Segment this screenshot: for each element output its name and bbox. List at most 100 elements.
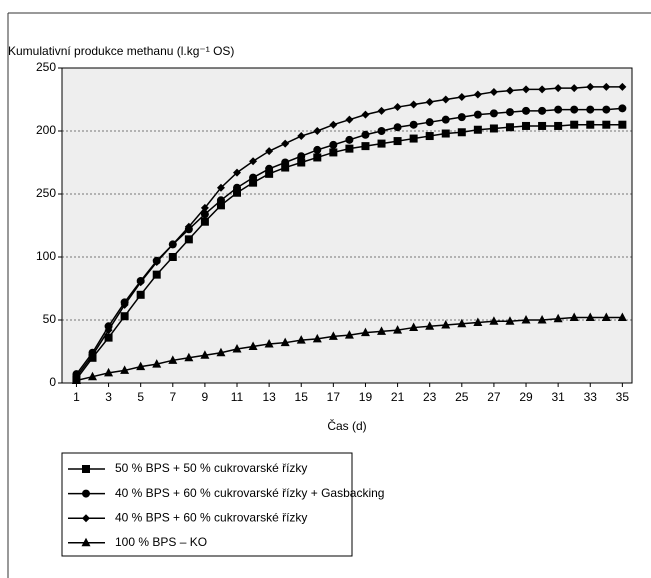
marker bbox=[538, 121, 547, 130]
x-tick-label: 11 bbox=[231, 390, 244, 404]
marker bbox=[152, 359, 162, 368]
marker bbox=[377, 127, 386, 135]
marker bbox=[489, 87, 498, 96]
x-tick-label: 9 bbox=[202, 390, 209, 404]
marker bbox=[104, 326, 113, 335]
marker bbox=[409, 120, 418, 129]
marker bbox=[377, 106, 386, 115]
marker bbox=[425, 321, 435, 330]
marker bbox=[249, 157, 258, 166]
marker bbox=[297, 132, 306, 141]
x-tick-label: 7 bbox=[169, 390, 176, 404]
x-tick-label: 19 bbox=[359, 390, 373, 404]
marker bbox=[233, 183, 242, 192]
marker bbox=[329, 148, 338, 157]
x-axis-label: Čas (d) bbox=[327, 418, 366, 433]
x-tick-label: 21 bbox=[391, 390, 405, 404]
marker bbox=[313, 127, 322, 135]
y-tick-label: 100 bbox=[36, 249, 56, 263]
x-tick-label: 17 bbox=[327, 390, 341, 404]
x-tick-label: 23 bbox=[423, 390, 437, 404]
marker bbox=[168, 355, 178, 364]
marker bbox=[409, 134, 418, 143]
marker bbox=[409, 100, 418, 109]
marker bbox=[104, 333, 113, 342]
marker bbox=[120, 312, 129, 321]
marker bbox=[618, 104, 627, 113]
marker bbox=[104, 367, 114, 377]
marker bbox=[345, 135, 354, 144]
marker bbox=[473, 317, 483, 327]
legend-marker bbox=[82, 489, 90, 498]
marker bbox=[570, 120, 579, 129]
marker bbox=[344, 330, 354, 339]
marker bbox=[538, 106, 547, 115]
marker bbox=[473, 125, 482, 134]
y-tick-label: 0 bbox=[49, 375, 56, 389]
marker bbox=[361, 142, 370, 151]
marker bbox=[393, 325, 403, 334]
marker bbox=[505, 316, 515, 325]
x-tick-label: 33 bbox=[584, 390, 598, 404]
marker bbox=[409, 322, 419, 332]
marker bbox=[441, 95, 450, 104]
marker bbox=[265, 147, 274, 156]
marker bbox=[505, 108, 514, 117]
marker bbox=[377, 326, 387, 335]
y-tick-label: 200 bbox=[36, 123, 56, 137]
legend-label: 40 % BPS + 60 % cukrovarské řízky bbox=[115, 510, 307, 524]
marker bbox=[345, 144, 354, 153]
marker bbox=[522, 121, 531, 130]
marker bbox=[570, 105, 579, 114]
x-tick-label: 5 bbox=[137, 390, 144, 404]
marker bbox=[184, 222, 193, 231]
legend-label: 40 % BPS + 60 % cukrovarské řízky + Gasb… bbox=[115, 486, 384, 500]
marker bbox=[345, 115, 354, 124]
marker bbox=[216, 347, 226, 357]
x-tick-label: 3 bbox=[105, 390, 112, 404]
marker bbox=[232, 343, 242, 353]
marker bbox=[361, 130, 370, 139]
marker bbox=[152, 258, 161, 267]
marker bbox=[457, 92, 466, 101]
marker bbox=[248, 341, 258, 350]
marker bbox=[522, 106, 531, 115]
marker bbox=[425, 132, 434, 141]
marker bbox=[457, 318, 467, 328]
marker bbox=[617, 312, 627, 321]
marker bbox=[586, 120, 595, 129]
marker bbox=[313, 153, 322, 162]
marker bbox=[553, 313, 563, 323]
marker bbox=[554, 121, 563, 130]
x-tick-label: 1 bbox=[73, 390, 80, 404]
marker bbox=[601, 312, 611, 321]
y-tick-label: 250 bbox=[36, 186, 56, 200]
marker bbox=[233, 188, 242, 197]
marker bbox=[233, 168, 242, 177]
marker bbox=[281, 158, 290, 167]
marker bbox=[280, 337, 290, 347]
y-tick-label: 50 bbox=[43, 312, 57, 326]
marker bbox=[441, 129, 450, 138]
marker bbox=[602, 82, 611, 91]
marker bbox=[329, 140, 338, 149]
marker bbox=[441, 115, 450, 124]
marker bbox=[361, 110, 370, 119]
marker bbox=[538, 85, 547, 94]
marker bbox=[328, 331, 338, 340]
marker bbox=[200, 217, 209, 226]
marker bbox=[505, 86, 514, 95]
marker bbox=[216, 201, 225, 210]
marker bbox=[618, 120, 627, 129]
marker bbox=[136, 290, 145, 299]
marker bbox=[312, 333, 322, 343]
marker bbox=[200, 203, 209, 212]
marker bbox=[473, 110, 482, 119]
marker bbox=[393, 103, 402, 112]
x-tick-label: 27 bbox=[487, 390, 501, 404]
marker bbox=[297, 158, 306, 167]
marker bbox=[281, 139, 290, 148]
marker bbox=[360, 327, 370, 337]
marker bbox=[184, 352, 194, 362]
legend-marker bbox=[82, 514, 90, 523]
